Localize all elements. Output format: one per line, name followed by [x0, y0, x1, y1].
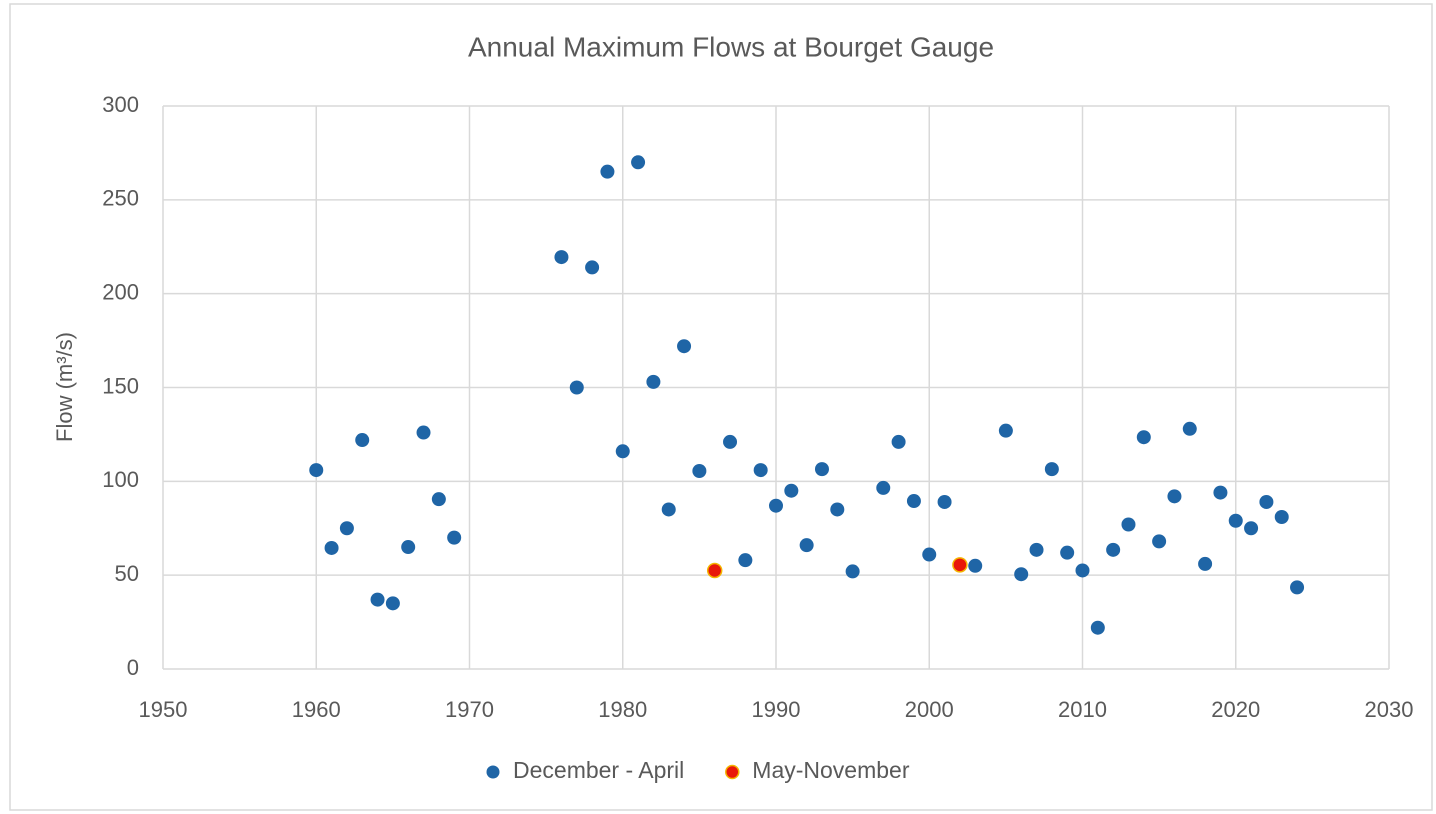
data-point	[922, 547, 937, 562]
legend-marker	[725, 764, 740, 780]
x-tick-label: 2020	[1211, 697, 1260, 722]
data-point	[677, 339, 692, 354]
data-point	[906, 494, 921, 509]
data-point	[998, 423, 1013, 438]
y-tick-label: 250	[102, 186, 139, 211]
data-point	[799, 538, 814, 553]
y-tick-label: 300	[102, 92, 139, 117]
data-point	[1060, 545, 1075, 560]
x-tick-label: 1990	[752, 697, 801, 722]
data-point	[401, 540, 416, 555]
data-point	[784, 483, 799, 498]
data-point	[1044, 462, 1059, 477]
data-point	[1029, 542, 1044, 557]
data-point	[1090, 620, 1105, 635]
data-point	[1167, 489, 1182, 504]
x-tick-label: 1950	[139, 697, 188, 722]
x-tick-label: 1960	[292, 697, 341, 722]
y-axis-label: Flow (m³/s)	[52, 332, 77, 442]
data-point	[891, 434, 906, 449]
data-point	[692, 464, 707, 479]
data-point	[952, 557, 968, 573]
data-point	[937, 494, 952, 509]
data-point	[769, 498, 783, 513]
y-tick-label: 100	[102, 467, 139, 492]
data-point	[324, 540, 339, 555]
data-point	[1182, 421, 1197, 436]
data-point	[845, 564, 860, 579]
data-point	[431, 492, 446, 507]
y-tick-label: 0	[127, 655, 139, 680]
data-point	[385, 596, 400, 611]
data-point	[706, 562, 723, 579]
legend-marker	[486, 765, 500, 779]
data-point	[631, 155, 646, 170]
chart-title: Annual Maximum Flows at Bourget Gauge	[468, 31, 994, 62]
data-point	[1075, 563, 1090, 578]
data-point	[814, 462, 829, 477]
x-tick-label: 1970	[445, 697, 494, 722]
x-tick-label: 2010	[1058, 697, 1107, 722]
data-point	[830, 502, 845, 517]
data-point	[1259, 494, 1274, 509]
data-point	[1136, 430, 1151, 445]
data-point	[569, 380, 584, 395]
data-point	[416, 425, 431, 440]
data-point	[1213, 485, 1228, 500]
y-tick-label: 150	[102, 373, 139, 398]
data-point	[1014, 567, 1029, 582]
data-point	[968, 558, 983, 573]
data-point	[585, 260, 600, 275]
x-tick-label: 2000	[905, 697, 954, 722]
x-tick-label: 1980	[598, 697, 647, 722]
data-point	[1228, 513, 1243, 528]
data-point	[1274, 509, 1289, 524]
legend-label: May-November	[752, 757, 910, 783]
data-point	[447, 530, 462, 545]
data-point	[309, 463, 324, 478]
data-point	[661, 502, 676, 517]
data-point	[753, 463, 768, 478]
data-point	[339, 521, 354, 536]
x-tick-label: 2030	[1365, 697, 1414, 722]
data-point	[355, 433, 370, 448]
data-point	[1152, 534, 1167, 549]
data-point	[723, 434, 738, 449]
data-point	[615, 444, 630, 459]
y-tick-label: 200	[102, 279, 139, 304]
data-point	[1198, 556, 1213, 571]
data-point	[554, 250, 569, 265]
chart-frame	[9, 3, 1433, 811]
data-point	[600, 164, 615, 179]
data-point	[1106, 542, 1121, 557]
data-point	[1121, 517, 1136, 532]
data-point	[1290, 580, 1305, 595]
data-point	[1244, 521, 1259, 536]
data-point	[370, 592, 385, 607]
data-point	[738, 553, 753, 568]
legend-label: December - April	[513, 757, 684, 783]
data-point	[876, 480, 891, 495]
data-point	[646, 374, 661, 389]
y-tick-label: 50	[115, 561, 139, 586]
